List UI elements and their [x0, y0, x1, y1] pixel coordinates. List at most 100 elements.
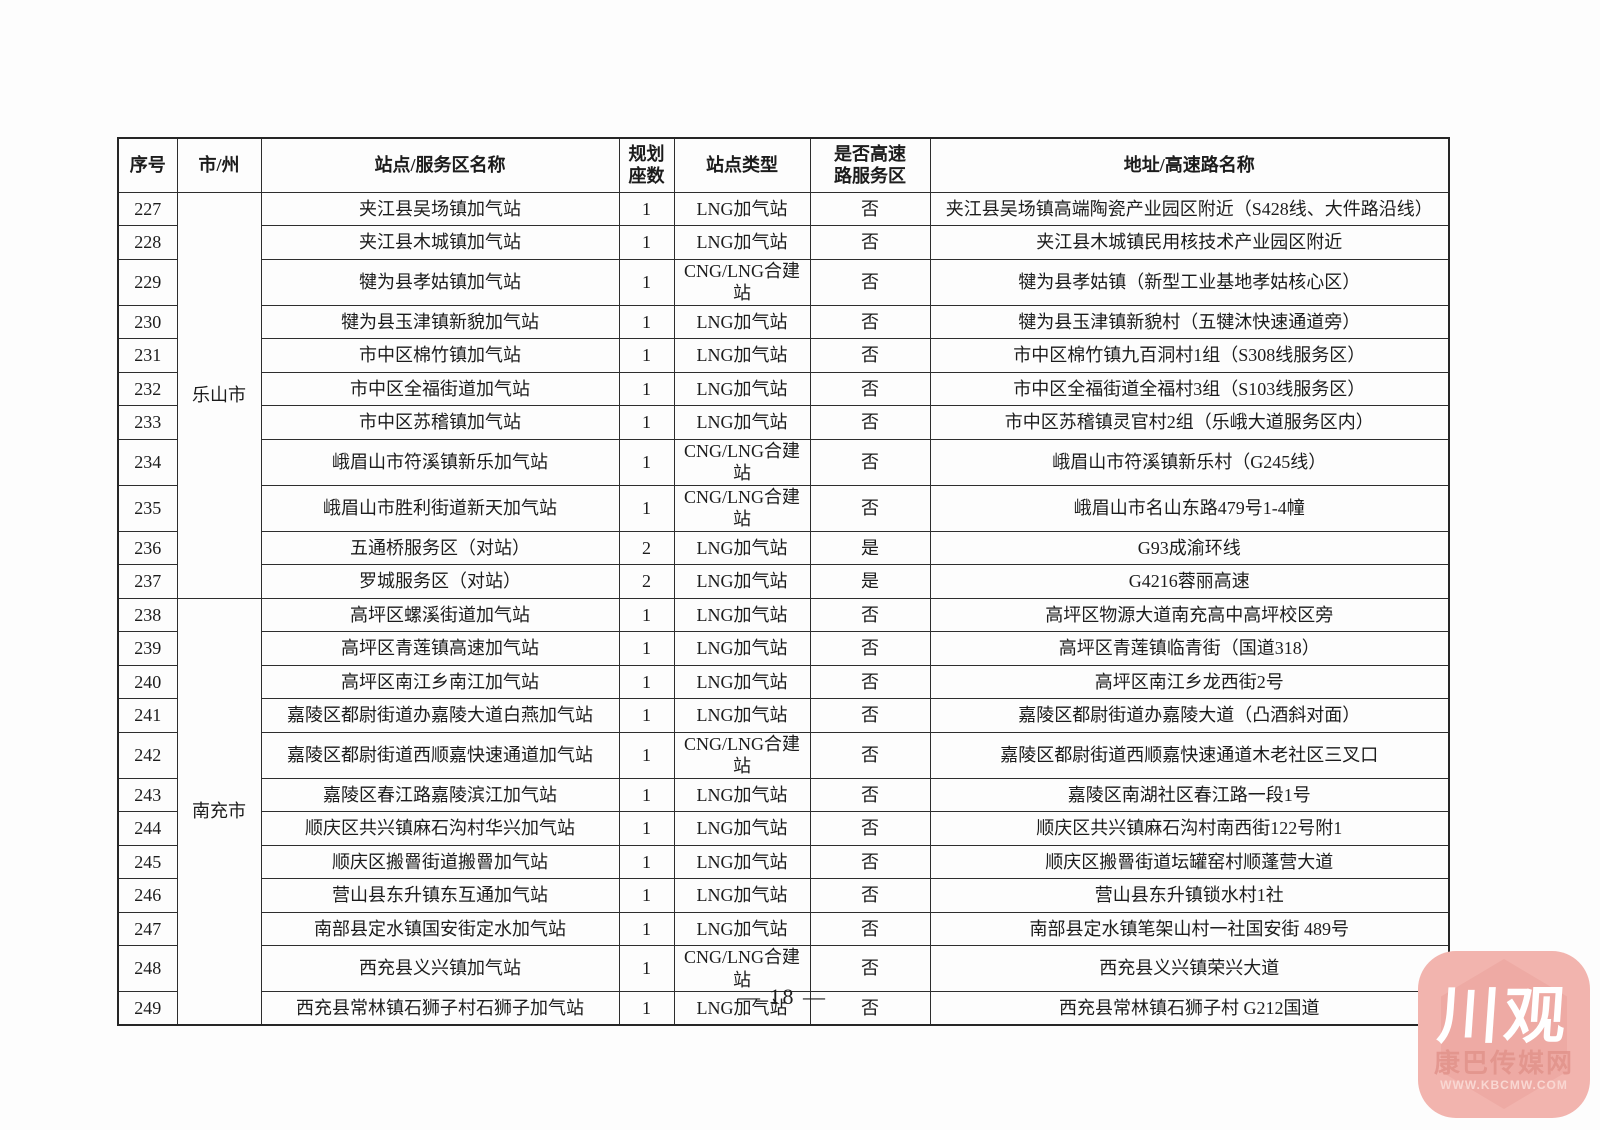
cell-station-name: 市中区苏稽镇加气站 [260, 405, 620, 440]
cell-station-type: LNG加气站 [673, 338, 811, 373]
cell-station-type: CNG/LNG合建站 [673, 438, 811, 486]
cell-highway-flag: 否 [809, 371, 931, 406]
cell-station-name: 高坪区青莲镇高速加气站 [260, 631, 620, 666]
cell-station-type: CNG/LNG合建站 [673, 731, 811, 779]
cell-city-group-nanchong: 南充市 [176, 597, 262, 1026]
cell-station-type: LNG加气站 [673, 405, 811, 440]
cell-address: 南部县定水镇笔架山村一社国安街 489号 [929, 911, 1450, 946]
cell-station-type: LNG加气站 [673, 664, 811, 699]
cell-station-name: 西充县义兴镇加气站 [260, 945, 620, 992]
cell-planned-count: 1 [618, 844, 675, 879]
cell-serial: 232 [117, 371, 178, 406]
table-row: 230 犍为县玉津镇新貌加气站 1 LNG加气站 否 犍为县玉津镇新貌村（五犍沐… [117, 304, 1450, 339]
cell-address: 犍为县玉津镇新貌村（五犍沐快速通道旁） [929, 304, 1450, 339]
cell-highway-flag: 是 [809, 530, 931, 565]
cell-station-type: CNG/LNG合建站 [673, 945, 811, 992]
table-row: 239 高坪区青莲镇高速加气站 1 LNG加气站 否 高坪区青莲镇临青街（国道3… [117, 631, 1450, 666]
cell-planned-count: 2 [618, 530, 675, 565]
cell-address: 犍为县孝姑镇（新型工业基地孝姑核心区） [929, 258, 1450, 306]
cell-highway-flag: 否 [809, 258, 931, 306]
table-row: 228 夹江县木城镇加气站 1 LNG加气站 否 夹江县木城镇民用核技术产业园区… [117, 225, 1450, 260]
cell-address: G4216蓉丽高速 [929, 564, 1450, 599]
table-row: 231 市中区棉竹镇加气站 1 LNG加气站 否 市中区棉竹镇九百洞村1组（S3… [117, 338, 1450, 373]
table-row: 244 顺庆区共兴镇麻石沟村华兴加气站 1 LNG加气站 否 顺庆区共兴镇麻石沟… [117, 811, 1450, 846]
cell-planned-count: 1 [618, 225, 675, 260]
watermark-site-name: 康巴传媒网 [1433, 1049, 1574, 1078]
cell-planned-count: 1 [618, 911, 675, 946]
cell-serial: 244 [117, 811, 178, 846]
cell-highway-flag: 否 [809, 484, 931, 532]
cell-station-type: LNG加气站 [673, 991, 811, 1026]
gas-station-table: 序号 市/州 站点/服务区名称 规划 座数 站点类型 是否高速 路服务区 地址/… [117, 137, 1450, 1026]
cell-serial: 229 [117, 258, 178, 306]
cell-station-type: CNG/LNG合建站 [673, 484, 811, 532]
header-serial: 序号 [117, 137, 178, 193]
cell-address: 夹江县木城镇民用核技术产业园区附近 [929, 225, 1450, 260]
cell-station-name: 嘉陵区都尉街道西顺嘉快速通道加气站 [260, 731, 620, 779]
table-row: 236 五通桥服务区（对站） 2 LNG加气站 是 G93成渝环线 [117, 530, 1450, 565]
header-planned-count: 规划 座数 [618, 137, 675, 193]
watermark-emblem-shape [1441, 959, 1567, 1109]
header-row: 序号 市/州 站点/服务区名称 规划 座数 站点类型 是否高速 路服务区 地址/… [117, 137, 1450, 193]
cell-station-name: 南部县定水镇国安街定水加气站 [260, 911, 620, 946]
cell-station-name: 五通桥服务区（对站） [260, 530, 620, 565]
cell-serial: 228 [117, 225, 178, 260]
cell-highway-flag: 否 [809, 777, 931, 812]
cell-address: 夹江县吴场镇高端陶瓷产业园区附近（S428线、大件路沿线） [929, 191, 1450, 226]
cell-serial: 240 [117, 664, 178, 699]
table-row: 235 峨眉山市胜利街道新天加气站 1 CNG/LNG合建站 否 峨眉山市名山东… [117, 484, 1450, 532]
table-row: 229 犍为县孝姑镇加气站 1 CNG/LNG合建站 否 犍为县孝姑镇（新型工业… [117, 258, 1450, 306]
table-row: 240 高坪区南江乡南江加气站 1 LNG加气站 否 高坪区南江乡龙西街2号 [117, 664, 1450, 699]
cell-highway-flag: 否 [809, 878, 931, 913]
cell-station-name: 罗城服务区（对站） [260, 564, 620, 599]
cell-station-type: LNG加气站 [673, 631, 811, 666]
cell-highway-flag: 是 [809, 564, 931, 599]
cell-highway-flag: 否 [809, 991, 931, 1026]
cell-station-type: LNG加气站 [673, 878, 811, 913]
cell-station-type: LNG加气站 [673, 530, 811, 565]
cell-planned-count: 1 [618, 484, 675, 532]
cell-planned-count: 1 [618, 878, 675, 913]
cell-planned-count: 1 [618, 191, 675, 226]
cell-address: 峨眉山市名山东路479号1-4幢 [929, 484, 1450, 532]
cell-serial: 233 [117, 405, 178, 440]
cell-serial: 238 [117, 597, 178, 632]
cell-station-type: LNG加气站 [673, 371, 811, 406]
cell-address: 高坪区南江乡龙西街2号 [929, 664, 1450, 699]
table-row: 227 乐山市 夹江县吴场镇加气站 1 LNG加气站 否 夹江县吴场镇高端陶瓷产… [117, 191, 1450, 599]
cell-station-type: LNG加气站 [673, 777, 811, 812]
header-station-type: 站点类型 [673, 137, 811, 193]
cell-station-type: LNG加气站 [673, 191, 811, 226]
watermark-logo-text: 川观 [1435, 983, 1572, 1051]
cell-station-name: 顺庆区搬罾街道搬罾加气站 [260, 844, 620, 879]
cell-station-name: 嘉陵区都尉街道办嘉陵大道白燕加气站 [260, 698, 620, 733]
cell-station-name: 市中区棉竹镇加气站 [260, 338, 620, 373]
table-row: 237 罗城服务区（对站） 2 LNG加气站 是 G4216蓉丽高速 [117, 564, 1450, 599]
cell-city-group-leshan: 乐山市 [176, 191, 262, 599]
cell-planned-count: 1 [618, 438, 675, 486]
cell-serial: 239 [117, 631, 178, 666]
cell-station-type: LNG加气站 [673, 597, 811, 632]
header-highway-flag: 是否高速 路服务区 [809, 137, 931, 193]
cell-address: G93成渝环线 [929, 530, 1450, 565]
cell-station-name: 市中区全福街道加气站 [260, 371, 620, 406]
cell-serial: 245 [117, 844, 178, 879]
cell-serial: 236 [117, 530, 178, 565]
cell-serial: 241 [117, 698, 178, 733]
cell-highway-flag: 否 [809, 945, 931, 992]
table-row: 249 西充县常林镇石狮子村石狮子加气站 1 LNG加气站 否 西充县常林镇石狮… [117, 991, 1450, 1026]
cell-planned-count: 1 [618, 258, 675, 306]
cell-station-name: 高坪区南江乡南江加气站 [260, 664, 620, 699]
cell-planned-count: 1 [618, 664, 675, 699]
cell-station-name: 顺庆区共兴镇麻石沟村华兴加气站 [260, 811, 620, 846]
cell-highway-flag: 否 [809, 438, 931, 486]
table-row: 247 南部县定水镇国安街定水加气站 1 LNG加气站 否 南部县定水镇笔架山村… [117, 911, 1450, 946]
page-number: — 18 — [738, 984, 827, 1009]
cell-planned-count: 1 [618, 405, 675, 440]
cell-serial: 247 [117, 911, 178, 946]
cell-address: 顺庆区搬罾街道坛罐窑村顺蓬营大道 [929, 844, 1450, 879]
cell-serial: 243 [117, 777, 178, 812]
cell-highway-flag: 否 [809, 338, 931, 373]
cell-serial: 242 [117, 731, 178, 779]
